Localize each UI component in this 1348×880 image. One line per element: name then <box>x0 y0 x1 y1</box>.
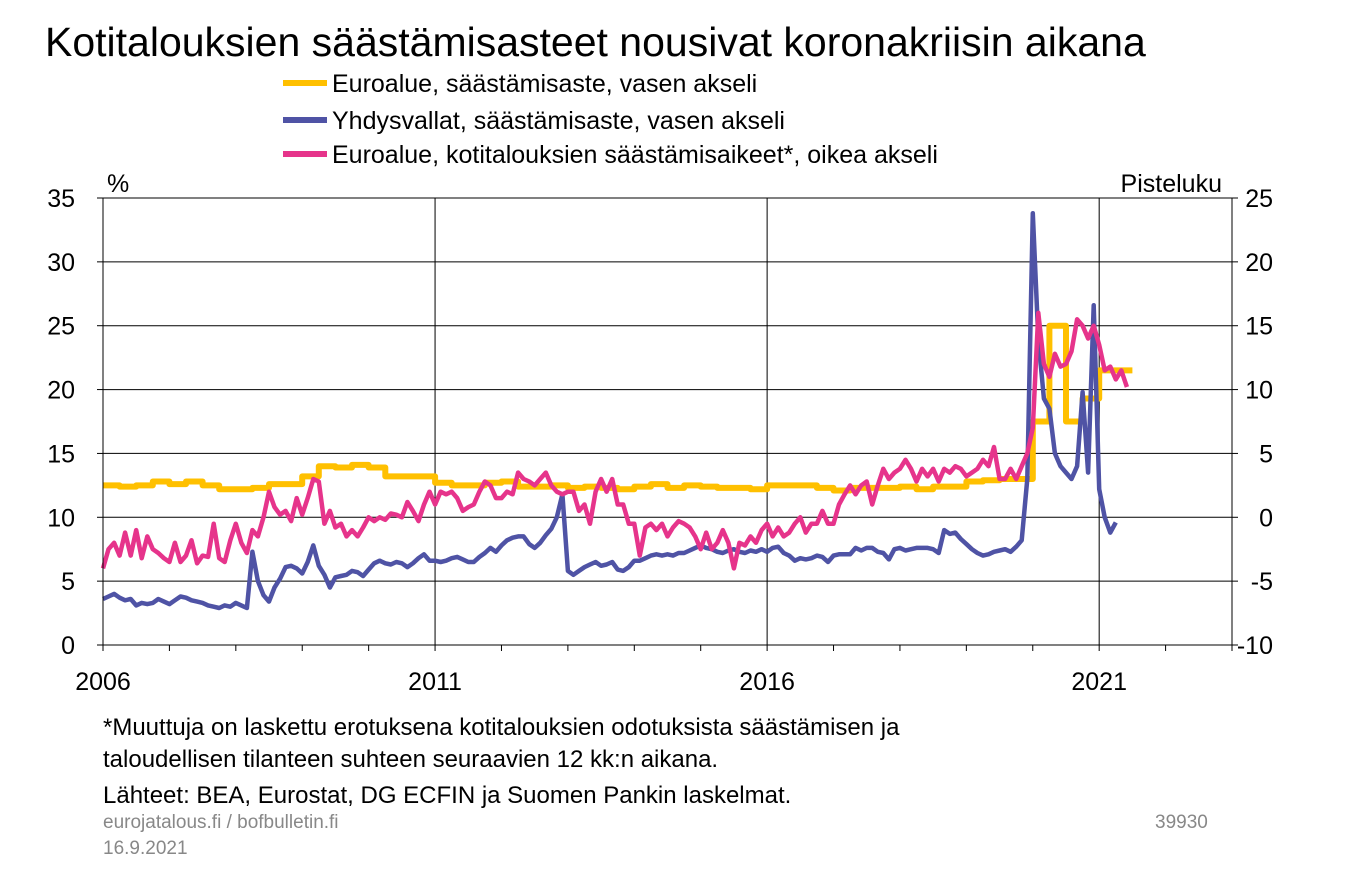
right-tick-label: 10 <box>1245 377 1273 405</box>
left-tick-label: 0 <box>61 632 75 660</box>
right-tick-label: -10 <box>1237 632 1273 660</box>
right-tick-label: -5 <box>1251 568 1273 596</box>
right-axis-unit: Pisteluku <box>1121 170 1222 198</box>
right-tick-label: 25 <box>1245 185 1273 213</box>
x-tick-label: 2006 <box>75 668 131 696</box>
sources-line: Lähteet: BEA, Eurostat, DG ECFIN ja Suom… <box>103 782 792 809</box>
footer-chart-id: 39930 <box>1155 812 1208 833</box>
plot-frame <box>102 197 1233 646</box>
legend-label-us-saving-rate: Yhdysvallat, säästämisaste, vasen akseli <box>332 107 785 135</box>
line-euro-saving-intentions <box>100 310 1130 571</box>
axis-ticks: 0 -10 5 -5 10 0 15 5 20 10 25 15 30 20 35 25 2006 2011 201… <box>47 185 1273 696</box>
footer-site: eurojatalous.fi / bofbulletin.fi <box>103 812 339 833</box>
left-tick-label: 20 <box>47 377 75 405</box>
right-tick-label: 5 <box>1259 440 1273 468</box>
x-tick-label: 2011 <box>408 668 462 696</box>
left-tick-label: 10 <box>47 504 75 532</box>
left-tick-label: 5 <box>61 568 75 596</box>
gridlines <box>102 197 1232 646</box>
left-tick-label: 30 <box>47 249 75 277</box>
left-axis-unit: % <box>107 170 129 198</box>
footnote-line-1: *Muuttuja on laskettu erotuksena kotital… <box>103 714 900 741</box>
left-tick-label: 15 <box>47 440 75 468</box>
right-tick-label: 20 <box>1245 249 1273 277</box>
legend-label-euro-saving-rate: Euroalue, säästämisaste, vasen akseli <box>332 70 757 98</box>
line-us-saving-rate <box>102 211 1118 611</box>
legend: Euroalue, säästämisaste, vasen akseli Yh… <box>283 70 938 169</box>
right-tick-label: 0 <box>1259 504 1273 532</box>
left-tick-label: 25 <box>47 313 75 341</box>
chart-title: Kotitalouksien säästämisasteet nousivat … <box>45 19 1146 65</box>
x-tick-label: 2016 <box>739 668 795 696</box>
footer-date: 16.9.2021 <box>103 838 188 859</box>
x-tick-label: 2021 <box>1071 668 1127 696</box>
right-tick-label: 15 <box>1245 313 1273 341</box>
footnote-line-2: taloudellisen tilanteen suhteen seuraavi… <box>103 746 719 773</box>
chart: Kotitalouksien säästämisasteet nousivat … <box>45 19 1273 696</box>
legend-label-euro-saving-intentions: Euroalue, kotitalouksien säästämisaikeet… <box>332 141 938 169</box>
series-lines <box>100 211 1133 611</box>
left-tick-label: 35 <box>47 185 75 213</box>
